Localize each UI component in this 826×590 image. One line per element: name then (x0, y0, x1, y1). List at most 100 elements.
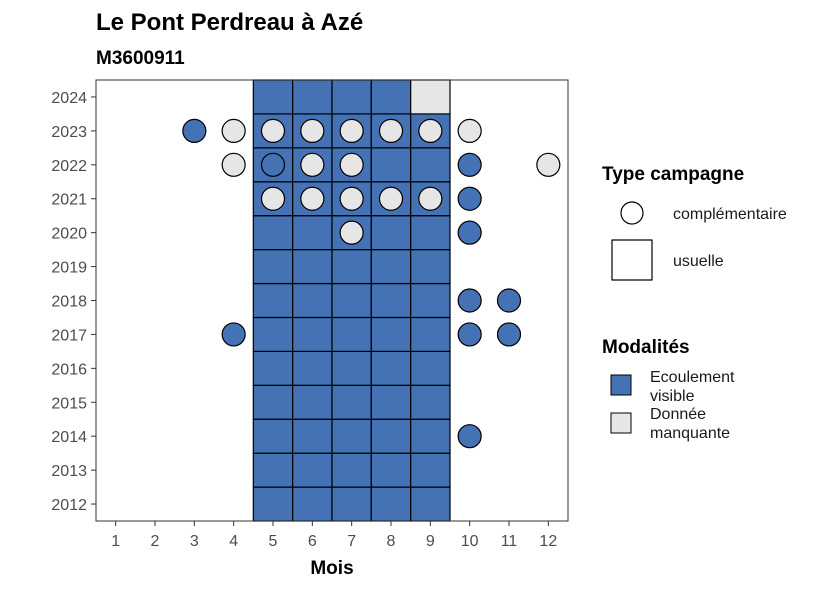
tile-2018-5 (252, 282, 294, 319)
x-tick-label-5: 5 (269, 533, 278, 550)
tile-2020-9 (410, 215, 451, 251)
x-tick-label-4: 4 (229, 533, 238, 550)
point-2021-7 (339, 186, 364, 211)
point-2021-9 (418, 186, 443, 211)
tile-2014-7 (331, 418, 372, 454)
point-2020-7 (339, 220, 364, 245)
tile-2024-9 (410, 79, 451, 115)
point-2023-5 (260, 118, 286, 143)
tile-2017-7 (331, 316, 372, 352)
legend-label-manquante-line2: manquante (650, 425, 730, 442)
x-tick-label-2: 2 (151, 533, 160, 550)
x-axis-title: Mois (310, 558, 353, 579)
legend-key-donnee-manquante (610, 412, 632, 434)
tile-2016-5 (252, 350, 294, 386)
tile-2014-5 (252, 418, 294, 454)
tile-2013-7 (331, 452, 372, 488)
point-2022-10 (457, 152, 482, 177)
tile-2015-7 (331, 384, 372, 420)
tile-2016-9 (410, 350, 451, 386)
point-2021-8 (378, 186, 404, 211)
point-2023-6 (300, 118, 325, 143)
tile-2024-5 (252, 79, 294, 115)
tile-2012-8 (370, 486, 412, 522)
chart-subtitle: M3600911 (96, 48, 185, 69)
tile-2018-8 (370, 282, 412, 319)
y-tick-label-2014: 2014 (51, 429, 87, 446)
tile-2015-5 (252, 384, 294, 420)
x-tick-label-3: 3 (190, 533, 199, 550)
legend-label-ecoulement-line1: Ecoulement (650, 369, 735, 386)
y-tick-label-2022: 2022 (51, 158, 87, 175)
x-tick-label-12: 12 (539, 533, 557, 550)
tile-2014-9 (410, 418, 451, 454)
y-axis: 2012 2013 2014 2015 2016 2017 2018 2019 2020 2021… (51, 90, 96, 514)
tile-2013-9 (410, 452, 451, 488)
complementary-points (182, 118, 561, 449)
tile-2022-8 (370, 147, 412, 183)
y-tick-label-2016: 2016 (51, 361, 87, 378)
tile-2012-6 (292, 486, 333, 522)
tile-2013-6 (292, 452, 333, 488)
chart-title: Le Pont Perdreau à Azé (96, 9, 363, 36)
point-2014-10 (457, 424, 482, 449)
tile-2018-6 (292, 282, 333, 319)
y-tick-label-2023: 2023 (51, 124, 87, 141)
point-2023-10 (457, 118, 482, 143)
tile-2020-6 (292, 215, 333, 251)
y-tick-label-2015: 2015 (51, 395, 87, 412)
tile-2012-5 (252, 486, 294, 522)
tile-2020-8 (370, 215, 412, 251)
tile-2014-6 (292, 418, 333, 454)
point-2017-4 (221, 322, 246, 347)
tile-2012-9 (410, 486, 451, 522)
point-2022-5 (260, 152, 286, 177)
x-tick-label-9: 9 (426, 533, 435, 550)
tile-2018-9 (410, 282, 451, 319)
tile-2024-8 (370, 79, 412, 115)
tile-2018-7 (331, 282, 372, 319)
legend-label-usuelle: usuelle (673, 253, 724, 270)
tile-2022-9 (410, 147, 451, 183)
legend-modalites: Modalités Ecoulement visible Donnée manq… (602, 337, 735, 442)
point-2018-11 (496, 288, 522, 313)
legend-label-complementaire: complémentaire (673, 206, 787, 223)
point-2023-7 (339, 118, 364, 143)
tile-2015-8 (370, 384, 412, 420)
tile-2020-5 (252, 215, 294, 251)
y-tick-label-2013: 2013 (51, 463, 87, 480)
tile-2024-7 (331, 79, 372, 115)
y-tick-label-2018: 2018 (51, 294, 87, 311)
legend-key-ecoulement (610, 374, 632, 396)
tile-2017-9 (410, 316, 451, 352)
point-2017-11 (496, 322, 522, 347)
point-2021-5 (260, 186, 286, 211)
point-2018-10 (457, 288, 482, 313)
y-tick-label-2019: 2019 (51, 260, 87, 277)
point-2023-4 (221, 118, 246, 143)
point-2022-4 (221, 152, 246, 177)
point-2022-6 (300, 152, 325, 177)
tile-2017-6 (292, 316, 333, 352)
x-tick-label-10: 10 (461, 533, 479, 550)
tile-2013-5 (252, 452, 294, 488)
tile-2017-5 (252, 316, 294, 352)
tile-2019-7 (331, 249, 372, 285)
tile-2012-7 (331, 486, 372, 522)
tile-2024-6 (292, 79, 333, 115)
tile-2014-8 (370, 418, 412, 454)
x-tick-label-8: 8 (387, 533, 396, 550)
point-2023-8 (378, 118, 404, 143)
y-tick-label-2021: 2021 (51, 192, 87, 209)
point-2021-6 (300, 186, 325, 211)
y-tick-label-2017: 2017 (51, 327, 87, 344)
tile-2017-8 (370, 316, 412, 352)
legend-label-manquante-line1: Donnée (650, 406, 706, 423)
tile-2015-6 (292, 384, 333, 420)
x-tick-label-6: 6 (308, 533, 317, 550)
y-tick-label-2020: 2020 (51, 226, 87, 243)
y-tick-label-2024: 2024 (51, 90, 87, 107)
tile-2019-9 (410, 249, 451, 285)
x-axis: 1 2 3 4 5 6 7 8 9 10 11 12 (111, 521, 557, 550)
legend-key-circle (620, 201, 644, 225)
